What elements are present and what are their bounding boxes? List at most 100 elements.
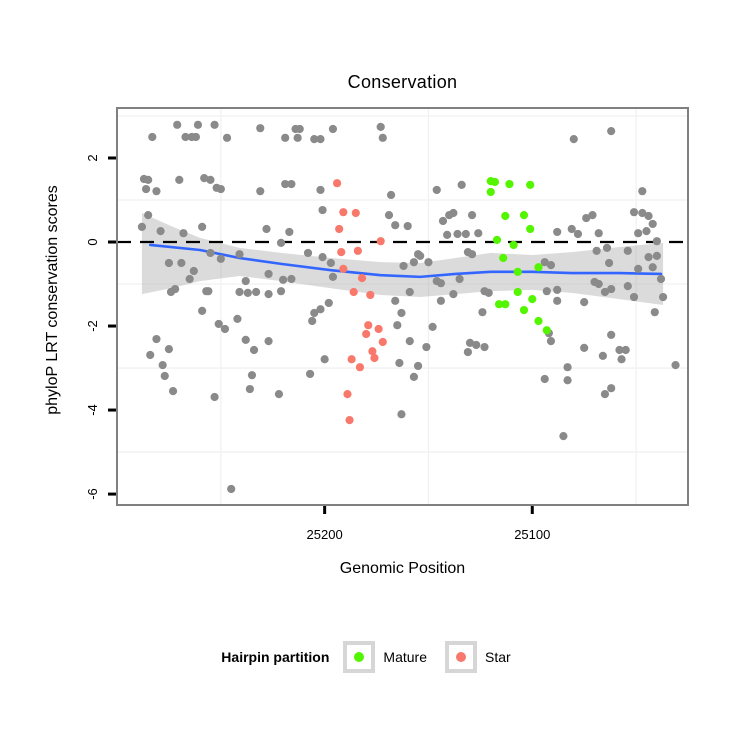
point-other	[310, 308, 319, 318]
point-other	[573, 229, 583, 239]
point-other	[449, 290, 458, 299]
point-other	[164, 258, 174, 268]
point-other	[438, 216, 448, 226]
point-other	[480, 342, 489, 352]
point-mature	[492, 235, 502, 245]
point-mature	[513, 267, 522, 276]
point-other	[137, 222, 147, 231]
point-other	[580, 343, 589, 352]
point-other	[308, 316, 317, 326]
point-other	[409, 372, 419, 381]
point-other	[540, 374, 549, 384]
point-other	[648, 263, 657, 272]
point-star	[370, 353, 379, 363]
point-mature	[519, 305, 529, 315]
point-other	[607, 384, 616, 393]
point-other	[204, 287, 213, 296]
point-other	[378, 133, 387, 142]
point-other	[397, 410, 406, 419]
point-other	[264, 337, 273, 346]
point-mature	[513, 287, 522, 297]
point-mature	[542, 326, 551, 335]
point-star	[332, 179, 342, 188]
point-other	[623, 246, 632, 255]
point-other	[405, 337, 414, 346]
point-other	[455, 274, 464, 284]
point-other	[316, 185, 325, 195]
point-other	[569, 134, 578, 144]
point-star	[345, 416, 354, 425]
point-other	[293, 133, 302, 142]
point-other	[227, 484, 236, 494]
point-other	[409, 258, 419, 267]
point-other	[594, 229, 603, 238]
point-mature	[528, 295, 537, 304]
legend-entry-star: Star	[445, 641, 511, 673]
point-star	[337, 247, 346, 257]
point-other	[546, 337, 556, 346]
point-other	[457, 180, 466, 189]
point-other	[642, 226, 651, 236]
point-other	[146, 350, 155, 360]
point-other	[243, 288, 252, 297]
point-other	[461, 229, 470, 239]
legend-entries: Mature Star	[343, 641, 528, 673]
point-other	[405, 287, 414, 297]
point-other	[413, 361, 423, 371]
point-mature	[501, 300, 510, 309]
point-other	[463, 347, 473, 357]
point-other	[222, 133, 232, 142]
point-other	[200, 174, 209, 183]
point-other	[220, 324, 230, 334]
legend-key-icon	[343, 641, 376, 673]
point-other	[424, 258, 433, 267]
point-other	[650, 308, 659, 317]
point-other	[252, 287, 261, 297]
legend-entry-label: Mature	[383, 649, 427, 665]
point-mature	[499, 253, 508, 263]
point-other	[256, 187, 265, 196]
point-other	[592, 246, 601, 255]
point-other	[210, 392, 219, 402]
point-other	[193, 120, 203, 129]
point-other	[303, 248, 313, 258]
point-other	[144, 175, 153, 184]
point-other	[262, 224, 271, 234]
point-star	[378, 337, 387, 347]
point-mature	[505, 179, 514, 189]
point-star	[349, 287, 358, 297]
x-axis-label: Genomic Position	[339, 560, 466, 577]
panel-border	[116, 107, 689, 506]
point-star	[351, 208, 360, 218]
point-other	[386, 190, 396, 200]
point-other	[615, 345, 624, 355]
point-other	[141, 184, 151, 194]
point-other	[553, 285, 562, 295]
point-other	[432, 185, 441, 195]
point-other	[318, 205, 327, 215]
point-other	[210, 120, 219, 129]
point-other	[588, 211, 597, 220]
point-other	[582, 213, 591, 223]
point-star	[364, 321, 373, 330]
legend-dot-icon	[456, 652, 466, 662]
point-other	[393, 321, 402, 330]
point-other	[484, 288, 493, 297]
point-other	[474, 229, 483, 238]
point-other	[594, 279, 603, 289]
point-other	[436, 279, 446, 288]
point-other	[465, 338, 475, 347]
point-other	[607, 127, 616, 136]
point-other	[173, 120, 182, 129]
x-tick-label: 25200	[306, 527, 343, 542]
point-other	[279, 275, 288, 284]
point-star	[366, 290, 375, 300]
point-other	[233, 314, 242, 323]
y-tick-mark	[108, 324, 116, 328]
point-other	[295, 124, 304, 134]
point-star	[347, 355, 356, 364]
point-other	[152, 187, 161, 196]
chart-title: Conservation	[347, 72, 458, 92]
